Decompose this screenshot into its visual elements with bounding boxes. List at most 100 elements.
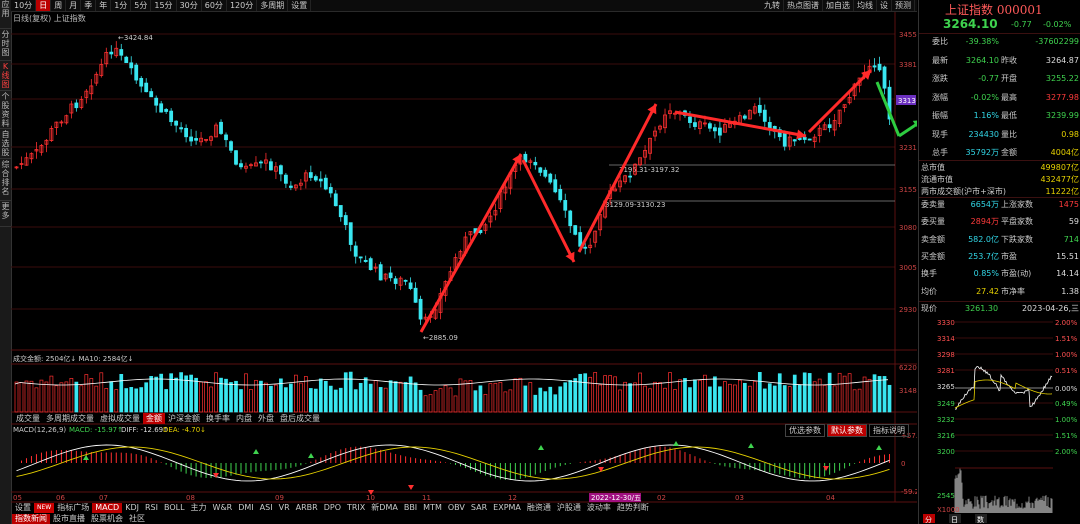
candle-body — [543, 169, 548, 177]
left-tab-3[interactable]: 个股资料 — [0, 92, 11, 129]
chart-subtitle: 日线(复权) 上证指数 — [13, 14, 86, 23]
volume-bar — [558, 386, 563, 413]
order-value: 27.42 — [976, 286, 999, 296]
volume-bar — [543, 391, 548, 413]
volume-tab-4[interactable]: 沪深金额 — [168, 414, 200, 423]
period-tab-13[interactable]: 设置 — [288, 0, 312, 11]
period-tab-4[interactable]: 季 — [81, 0, 97, 11]
volume-tab-0[interactable]: 成交量 — [16, 414, 40, 423]
period-tab-6[interactable]: 1分 — [111, 0, 132, 11]
indicator-tab-21[interactable]: 融资通 — [526, 503, 551, 512]
macd-value: MACD: -15.97↑ — [69, 426, 123, 434]
volume-tab-7[interactable]: 外盘 — [258, 414, 274, 423]
left-tab-5[interactable]: 综合排名 — [0, 160, 11, 201]
bottom-link-3[interactable]: 社区 — [129, 514, 145, 523]
left-tab-0[interactable]: 应用 — [0, 0, 11, 29]
left-tab-6[interactable]: 更多 — [0, 202, 11, 227]
mini-tab-0[interactable]: 分 — [925, 515, 932, 524]
period-tab-3[interactable]: 月 — [66, 0, 82, 11]
volume-bar — [493, 382, 498, 413]
toolbar-right-1[interactable]: 热点图谱 — [784, 0, 823, 11]
indicator-tab-10[interactable]: ASI — [259, 503, 273, 512]
period-tab-11[interactable]: 120分 — [227, 0, 258, 11]
intraday-mini-chart[interactable]: 3330 3314 3298 3281 3265 3249 3232 3216 3200 2545… — [919, 318, 1080, 524]
indicator-tab-22[interactable]: 沪股通 — [556, 503, 581, 512]
volume-tab-6[interactable]: 内盘 — [236, 414, 252, 423]
mini-tab-bg[interactable] — [975, 514, 987, 523]
toolbar-right-0[interactable]: 九转 — [761, 0, 784, 11]
indicator-tab-4[interactable]: KDJ — [125, 503, 139, 512]
volume-bar — [313, 388, 318, 413]
indicator-tab-6[interactable]: BOLL — [163, 503, 185, 512]
indicator-tab-3[interactable]: MACD — [92, 503, 123, 513]
period-tab-0[interactable]: 10分 — [11, 0, 37, 11]
mini-tab-bg[interactable] — [949, 514, 961, 523]
volume-bar — [777, 373, 782, 413]
volume-bar — [333, 389, 338, 413]
volume-tab-2[interactable]: 虚拟成交量 — [100, 414, 140, 423]
indicator-tab-13[interactable]: DPO — [323, 503, 341, 512]
indicator-tab-16[interactable]: BBI — [403, 503, 418, 512]
period-tab-9[interactable]: 30分 — [177, 0, 202, 11]
kline-chart-area[interactable]: 3455338133133231315530803005293033133195… — [11, 12, 917, 524]
indicator-tab-1[interactable]: NEW — [34, 503, 55, 513]
period-toolbar: 10分日周月季年 1分 5分 15分 30分 60分 120分 多周期 设置 九转 热点图谱 加自选… — [11, 0, 917, 12]
macd-btn-1[interactable]: 默认参数 — [827, 424, 867, 437]
indicator-tab-17[interactable]: MTM — [423, 503, 442, 512]
volume-tab-5[interactable]: 换手率 — [206, 414, 230, 423]
bottom-link-1[interactable]: 股市直播 — [53, 514, 85, 523]
volume-bar — [214, 372, 218, 413]
indicator-tab-9[interactable]: DMI — [238, 503, 254, 512]
indicator-tab-5[interactable]: RSI — [144, 503, 158, 512]
toolbar-right-4[interactable]: 设 — [877, 0, 892, 11]
period-tab-1[interactable]: 日 — [36, 0, 52, 11]
indicator-tab-18[interactable]: OBV — [447, 503, 465, 512]
period-tab-8[interactable]: 15分 — [151, 0, 177, 11]
candle-body — [418, 298, 423, 320]
period-tab-12[interactable]: 多周期 — [257, 0, 289, 11]
period-tab-5[interactable]: 年 — [96, 0, 112, 11]
indicator-tab-23[interactable]: 波动率 — [586, 503, 611, 512]
left-tab-1[interactable]: 分时图 — [0, 30, 11, 61]
indicator-tab-2[interactable]: 指标广场 — [57, 503, 90, 512]
macd-btn-2[interactable]: 指标说明 — [869, 424, 909, 437]
volume-tab-1[interactable]: 多周期成交量 — [46, 414, 94, 423]
left-tab-4[interactable]: 自选股 — [0, 130, 11, 159]
indicator-tab-12[interactable]: ARBR — [295, 503, 318, 512]
indicator-tab-20[interactable]: EXPMA — [493, 503, 521, 512]
indicator-tab-8[interactable]: W&R — [212, 503, 233, 512]
indicator-tab-0[interactable]: 设置 — [15, 503, 31, 512]
candle-body — [762, 109, 767, 122]
volume-bar — [284, 387, 288, 413]
indicator-tab-14[interactable]: TRIX — [346, 503, 366, 512]
toolbar-right-3[interactable]: 均线 — [854, 0, 877, 11]
left-tab-2[interactable]: K线图 — [0, 62, 11, 91]
market-row-1: 流通市值 432477亿 — [919, 173, 1080, 187]
mini-tab-2[interactable]: 数 — [977, 515, 984, 524]
period-tab-10[interactable]: 60分 — [202, 0, 227, 11]
indicator-tab-19[interactable]: SAR — [470, 503, 488, 512]
cross-marker — [876, 445, 882, 450]
volume-bar — [179, 372, 183, 413]
indicator-tab-7[interactable]: 主力 — [190, 503, 207, 512]
volume-tab-3[interactable]: 金额 — [143, 413, 165, 424]
indicator-tab-24[interactable]: 趋势判断 — [616, 503, 649, 512]
indicator-tab-11[interactable]: VR — [278, 503, 290, 512]
toolbar-right-5[interactable]: 预测 — [892, 0, 915, 11]
candle-body — [792, 139, 797, 142]
bottom-link-2[interactable]: 股票机会 — [91, 514, 123, 523]
volume-bar — [74, 381, 79, 413]
volume-tab-8[interactable]: 盘后成交量 — [280, 414, 320, 423]
indicator-tab-15[interactable]: 新DMA — [371, 503, 398, 512]
period-tab-7[interactable]: 5分 — [131, 0, 152, 11]
order-label: 卖金额 — [921, 234, 945, 244]
volume-bar — [488, 383, 493, 413]
bottom-link-0[interactable]: 指数新闻 — [12, 514, 50, 524]
macd-btn-0[interactable]: 优选参数 — [785, 424, 825, 437]
mini-tab-bg[interactable] — [923, 514, 935, 523]
now-date: 2023-04-26,三 — [1021, 304, 1079, 313]
volume-bar — [39, 379, 44, 413]
toolbar-right-2[interactable]: 加自选 — [823, 0, 854, 11]
mini-tab-1[interactable]: 日 — [951, 516, 958, 524]
period-tab-2[interactable]: 周 — [51, 0, 67, 11]
